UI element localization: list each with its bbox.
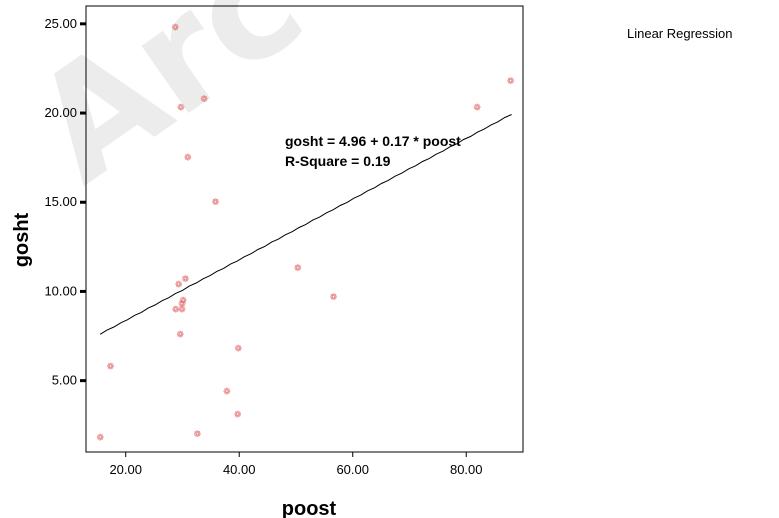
- y-tick-label: 15.00: [44, 194, 77, 209]
- data-point: ❁: [96, 434, 104, 444]
- data-point: ❁: [171, 23, 179, 33]
- data-point: ❁: [182, 275, 190, 285]
- data-point: ❁: [234, 411, 242, 421]
- data-point: ❁: [234, 345, 242, 355]
- data-point: ❁: [184, 154, 192, 164]
- data-point: ❁: [177, 104, 185, 114]
- plot-frame: [85, 5, 524, 453]
- data-points: ❁❁❁❁❁❁❁❁❁❁❁❁❁❁❁❁❁❁❁❁❁❁: [96, 23, 514, 443]
- y-tick-label: 10.00: [44, 283, 77, 298]
- data-point: ❁: [172, 305, 180, 315]
- y-axis-title: gosht: [11, 212, 33, 267]
- data-point: ❁: [107, 362, 115, 372]
- data-point: ❁: [330, 293, 338, 303]
- data-point: ❁: [200, 95, 208, 105]
- regression-line-group: [99, 114, 512, 335]
- data-point: ❁: [212, 198, 220, 208]
- data-point: ❁: [179, 296, 187, 306]
- data-point: ❁: [294, 264, 302, 274]
- x-axis-title: poost: [282, 498, 337, 518]
- data-point: ❁: [176, 330, 184, 340]
- x-tick-label: 60.00: [336, 462, 369, 477]
- axis-ticks: 5.00 10.00 15.00 20.00 25.00 20.00 40.00 60.00 8…: [44, 16, 482, 477]
- data-point: ❁: [507, 77, 515, 87]
- data-point: ❁: [473, 104, 481, 114]
- y-tick-label: 25.00: [44, 16, 77, 31]
- data-point: ❁: [193, 430, 201, 440]
- r-square-label: R-Square = 0.19: [285, 153, 391, 169]
- regression-equation: gosht = 4.96 + 0.17 * poost: [285, 133, 461, 149]
- x-tick-label: 20.00: [109, 462, 142, 477]
- x-tick-label: 40.00: [223, 462, 256, 477]
- legend-label: Linear Regression: [627, 26, 733, 41]
- data-point: ❁: [178, 300, 186, 310]
- data-point: ❁: [175, 280, 183, 290]
- regression-line: [99, 114, 512, 335]
- data-point: ❁: [223, 387, 231, 397]
- x-tick-label: 80.00: [450, 462, 483, 477]
- y-tick-label: 5.00: [52, 373, 77, 388]
- data-point: ❁: [178, 305, 186, 315]
- y-tick-label: 20.00: [44, 105, 77, 120]
